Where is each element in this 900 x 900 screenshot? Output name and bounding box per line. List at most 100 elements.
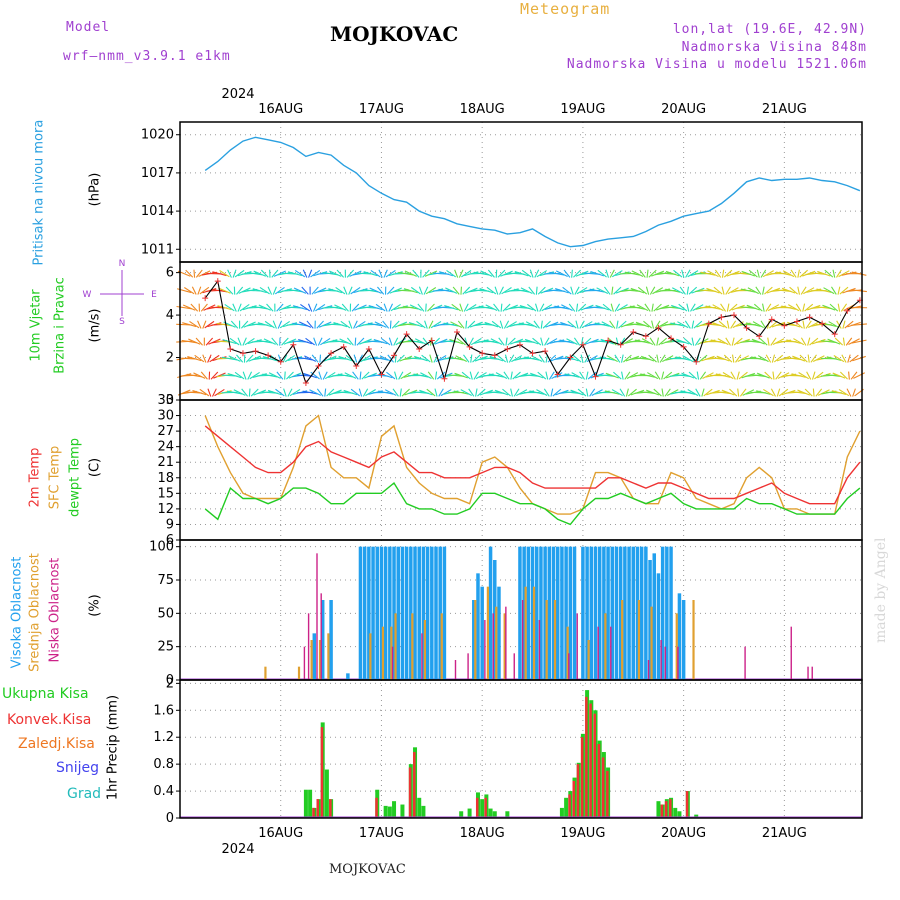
wind-arrow <box>797 389 811 396</box>
cloud-bar <box>492 613 494 680</box>
precip-bar-convective <box>484 797 487 818</box>
wind-arrow <box>765 354 772 363</box>
wind-arrow <box>243 321 256 328</box>
wind-arrow <box>753 303 763 312</box>
wind-arrow <box>354 337 357 346</box>
wind-arrow <box>529 390 545 395</box>
cloud-bar <box>681 600 686 680</box>
temperature-panel-frame <box>179 399 863 541</box>
wind-arrow <box>562 286 572 295</box>
wind-arrow <box>455 355 468 362</box>
cloud-bar <box>790 626 792 680</box>
wind-arrow <box>773 354 784 363</box>
wind-arrow <box>699 371 707 380</box>
wind-arrow <box>309 389 322 396</box>
wind-arrow <box>797 269 800 278</box>
wind-arrow <box>284 354 296 363</box>
cloud-tick-label: 50 <box>157 606 174 621</box>
wind-arrow <box>590 270 605 277</box>
wind-arrow <box>573 269 582 278</box>
wind-arrow <box>751 338 765 345</box>
wind-arrow <box>430 321 442 329</box>
wind-arrow <box>538 354 545 363</box>
wind-arrow <box>826 373 842 378</box>
wind-arrow <box>205 337 214 346</box>
cloud-bar <box>430 546 434 680</box>
cloud-tick-label: 0 <box>166 673 174 688</box>
wind-arrow <box>656 337 659 346</box>
cloud-bar <box>327 633 330 680</box>
legend-frozen-rain: Zaledj.Kisa <box>18 736 95 752</box>
wind-arrow <box>308 269 313 278</box>
wind-arrow <box>383 303 388 312</box>
wind-arrow <box>414 338 427 345</box>
wind-arrow <box>207 388 212 397</box>
wind-arrow <box>244 337 255 346</box>
legend-convective-rain: Konvek.Kisa <box>7 712 92 728</box>
wind-arrow <box>297 356 313 361</box>
wind-arrow <box>283 388 287 397</box>
wind-arrow <box>544 337 550 346</box>
wind-arrow <box>388 337 393 346</box>
wind-arrow <box>300 303 311 312</box>
wind-arrow <box>317 337 323 346</box>
wind-arrow <box>248 355 261 362</box>
wind-arrow <box>800 337 807 346</box>
wind-arrow <box>427 303 435 312</box>
precip-bar-convective <box>329 799 332 818</box>
wind-speed-marker <box>655 324 662 331</box>
wind-arrow <box>649 286 656 295</box>
wind-arrow <box>745 322 761 327</box>
wind-arrow <box>306 320 314 329</box>
cloud-bar <box>476 573 480 680</box>
wind-speed-marker <box>844 307 851 314</box>
wind-arrow <box>762 303 765 312</box>
wind-arrow <box>315 303 326 312</box>
wind-arrow <box>580 304 594 311</box>
temperature-tick-label: 21 <box>157 455 174 470</box>
wind-speed-marker <box>793 318 800 325</box>
wind-arrow <box>448 356 464 361</box>
cloud-bar <box>669 546 673 680</box>
wind-arrow <box>502 388 511 397</box>
wind-arrow <box>434 388 438 397</box>
wind-arrow <box>458 269 464 278</box>
wind-arrow <box>242 337 247 346</box>
wind-arrow <box>686 286 690 295</box>
wind-arrow <box>200 303 208 312</box>
wind-arrow <box>184 287 195 295</box>
wind-arrow <box>733 337 743 346</box>
wind-arrow <box>500 270 513 277</box>
wind-arrow <box>258 304 271 311</box>
wind-arrow <box>829 303 839 312</box>
precip-bar-total <box>303 789 308 818</box>
wind-arrow <box>663 371 673 380</box>
cloud-bar <box>396 546 400 680</box>
cloud-bar <box>320 600 325 680</box>
wind-speed-marker <box>365 346 372 353</box>
legend-total-rain: Ukupna Kisa <box>2 686 89 702</box>
wind-arrow <box>570 389 584 396</box>
cloud-bar <box>442 546 447 680</box>
wind-arrow <box>838 388 850 397</box>
cloud-bar <box>522 546 526 680</box>
cloud-bar <box>604 613 607 680</box>
wind-arrow <box>197 286 202 295</box>
precip-tick-label: 0 <box>166 811 174 826</box>
wind-arrow <box>469 371 473 380</box>
wind-arrow <box>404 389 418 396</box>
wind-arrow <box>790 390 807 395</box>
wind-arrow <box>249 371 260 380</box>
wind-arrow <box>225 286 234 295</box>
wind-arrow <box>494 389 509 396</box>
wind-arrow <box>775 371 782 380</box>
wind-arrow <box>287 288 303 293</box>
wind-arrow <box>524 356 540 361</box>
cloud-bar <box>547 546 552 680</box>
wind-arrow <box>373 338 388 345</box>
wind-arrow <box>533 320 540 329</box>
precip-tick-label: 0.4 <box>153 784 174 799</box>
wind-arrow <box>656 354 659 363</box>
wind-arrow <box>641 338 654 346</box>
cloud-bar <box>524 586 527 680</box>
